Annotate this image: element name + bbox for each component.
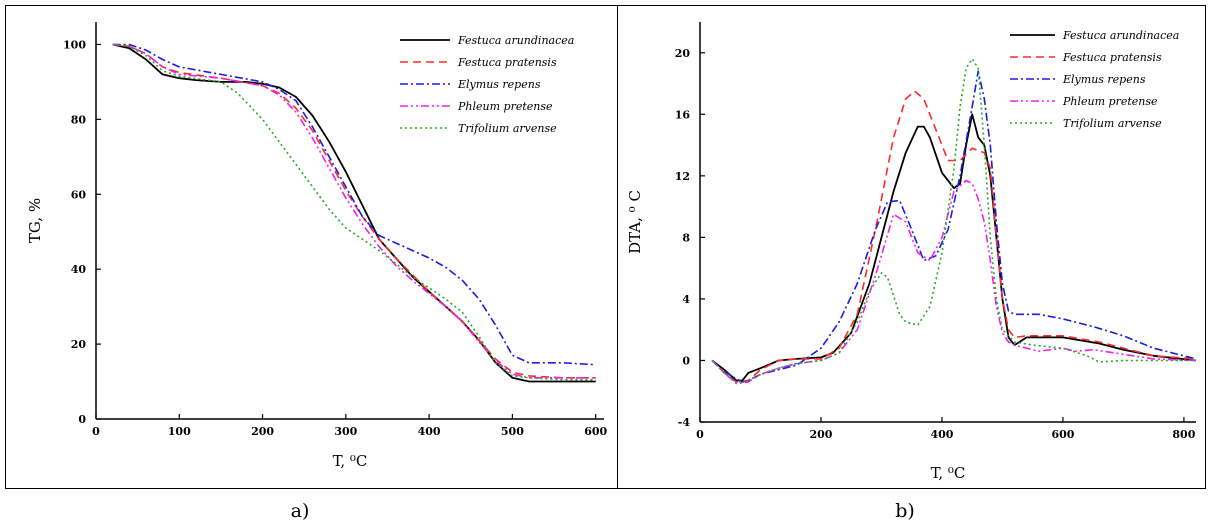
chart-b-y-tick-label: 0: [682, 354, 690, 367]
chart-a-x-tick-label: 500: [501, 425, 524, 438]
chart-b-x-tick-label: 200: [809, 428, 832, 441]
chart-a-legend-label: Trifolium arvense: [458, 122, 557, 135]
chart-b-x-tick-label: 800: [1172, 428, 1195, 441]
chart-a-x-tick-label: 200: [251, 425, 274, 438]
chart-b-series-line: [711, 70, 1197, 383]
chart-a-y-tick-label: 40: [71, 263, 87, 276]
chart-b-y-axis-label: DTA, ⁰ C: [626, 190, 644, 254]
chart-a-series-line: [112, 43, 596, 381]
chart-b-legend-label: Trifolium arvense: [1063, 117, 1162, 130]
chart-a-legend-label: Festuca pratensis: [457, 56, 557, 69]
chart-a-legend-label: Elymus repens: [457, 78, 541, 91]
chart-b-legend-label: Elymus repens: [1062, 73, 1146, 86]
chart-a-series-line: [112, 43, 596, 379]
caption-b: b): [895, 500, 915, 522]
chart-a-legend-label: Phleum pretense: [457, 100, 553, 113]
chart-a-series-line: [112, 43, 596, 366]
chart-b-legend-label: Festuca pratensis: [1062, 51, 1162, 64]
chart-b-x-tick-label: 600: [1051, 428, 1074, 441]
chart-a-y-tick-label: 100: [63, 38, 86, 51]
chart-panel-a: 0 100 200 300 400 500 600 0 20 40 60 80 100 T, ⁰C TG, …: [26, 22, 607, 470]
chart-a-x-tick-label: 0: [92, 425, 100, 438]
chart-a-x-tick-label: 400: [418, 425, 441, 438]
chart-b-legend-label: Phleum pretense: [1062, 95, 1158, 108]
chart-a-y-tick-label: 60: [71, 188, 87, 201]
chart-b-y-tick-label: 12: [675, 170, 690, 183]
chart-a-x-tick-label: 600: [584, 425, 607, 438]
chart-a-x-tick-label: 100: [168, 425, 191, 438]
chart-b-series-line: [711, 179, 1197, 385]
chart-a-series-line: [112, 43, 596, 383]
chart-a-y-axis-label: TG, %: [26, 198, 44, 243]
chart-b-series-line: [711, 113, 1197, 382]
panel-b-frame: [617, 5, 1206, 489]
chart-a-y-tick-label: 80: [71, 113, 87, 126]
chart-b-y-tick-label: 8: [682, 231, 690, 244]
chart-b-y-tick-label: 16: [675, 108, 691, 121]
chart-b-x-tick-label: 0: [696, 428, 704, 441]
caption-a: a): [291, 500, 310, 522]
chart-a-x-tick-label: 300: [334, 425, 357, 438]
chart-b-y-tick-label: -4: [678, 416, 691, 429]
chart-a-series-line: [112, 43, 596, 379]
chart-a-x-axis-label: T, ⁰C: [333, 452, 368, 470]
chart-a-y-tick-label: 20: [71, 338, 87, 351]
chart-panel-b: 0 200 400 600 800 -4 0 4 8 12 16 20 T, ⁰C DTA, ⁰ C Fes…: [626, 22, 1197, 482]
chart-b-series-line: [711, 90, 1197, 383]
chart-b-x-axis-label: T, ⁰C: [931, 464, 966, 482]
chart-a-legend-label: Festuca arundinacea: [457, 34, 574, 47]
chart-b-x-tick-label: 400: [930, 428, 953, 441]
chart-b-legend-label: Festuca arundinacea: [1062, 29, 1179, 42]
chart-b-y-tick-label: 4: [682, 293, 690, 306]
chart-a-y-tick-label: 0: [78, 413, 86, 426]
chart-b-y-tick-label: 20: [675, 47, 691, 60]
